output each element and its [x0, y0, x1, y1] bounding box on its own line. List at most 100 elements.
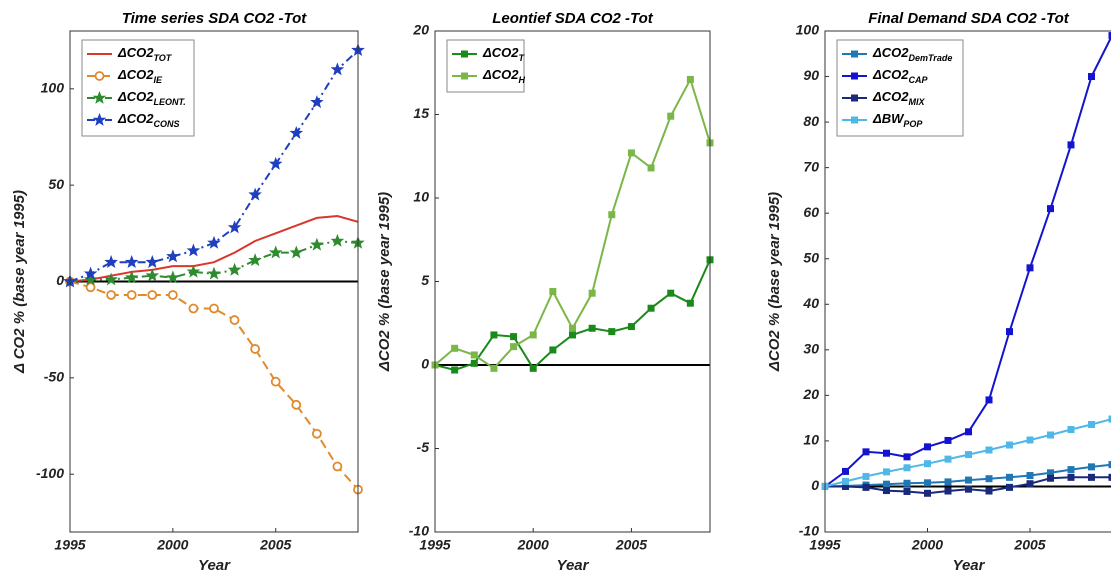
x-tick-label: 1995	[54, 537, 85, 553]
y-axis-label: ΔCO2 % (base year 1995)	[376, 192, 393, 372]
marker	[1047, 431, 1054, 439]
y-tick-label: 50	[48, 176, 64, 192]
marker	[268, 156, 283, 170]
legend-label: ΔCO2IE	[117, 67, 163, 85]
marker	[1006, 483, 1013, 491]
marker	[985, 487, 993, 495]
marker	[965, 476, 972, 484]
marker	[145, 268, 160, 282]
marker	[862, 483, 870, 491]
marker	[944, 478, 952, 486]
y-tick-label: 15	[413, 105, 429, 121]
marker	[1026, 264, 1034, 272]
x-tick-label: 1995	[809, 537, 840, 553]
y-tick-label: 70	[803, 158, 819, 174]
y-tick-label: -10	[799, 523, 819, 539]
marker	[667, 289, 675, 297]
marker	[330, 62, 345, 76]
marker	[1088, 421, 1095, 429]
marker	[965, 451, 972, 459]
legend-subscript: T	[518, 53, 525, 63]
x-axis-label: Year	[557, 557, 590, 574]
y-axis-label: ΔCO2 % (base year 1995)	[766, 192, 783, 372]
marker	[145, 255, 160, 269]
marker	[124, 255, 139, 269]
legend-name: ΔCO2	[872, 89, 909, 104]
marker	[924, 479, 931, 487]
marker	[470, 359, 478, 367]
marker	[985, 475, 993, 483]
marker	[862, 448, 870, 456]
marker	[106, 290, 117, 300]
y-tick-label: 5	[421, 272, 429, 288]
legend-name: ΔCO2	[872, 45, 909, 60]
legend-subscript: CAP	[908, 75, 928, 85]
axes-frame	[824, 30, 1111, 533]
x-axis-label: Year	[953, 557, 986, 574]
marker	[83, 272, 98, 286]
legend-subscript: DemTrade	[908, 53, 952, 63]
marker	[126, 290, 137, 300]
y-tick-label: 100	[41, 80, 65, 96]
marker	[965, 485, 972, 493]
marker	[842, 482, 849, 490]
legend-label: ΔBWPOP	[872, 111, 923, 129]
marker	[227, 220, 242, 234]
y-tick-label: 90	[803, 67, 819, 83]
y-tick-label: 20	[802, 386, 819, 402]
marker	[569, 324, 576, 332]
marker	[166, 270, 180, 284]
legend-name: ΔCO2	[117, 67, 154, 82]
series-line	[69, 214, 359, 283]
marker	[248, 253, 262, 267]
marker	[250, 344, 261, 354]
x-tick-label: 2000	[517, 537, 549, 553]
legend-subscript: H	[518, 75, 525, 85]
x-tick-label: 2005	[615, 537, 647, 553]
marker	[310, 95, 324, 109]
y-tick-label: -50	[44, 369, 64, 385]
marker	[647, 164, 655, 172]
marker	[1108, 415, 1111, 423]
marker	[92, 90, 107, 104]
marker	[490, 364, 498, 372]
marker	[924, 460, 931, 468]
legend-label: ΔCO2DemTrade	[872, 45, 952, 63]
marker	[1047, 469, 1054, 477]
marker	[569, 331, 576, 339]
legend-subscript: POP	[903, 119, 923, 129]
legend-box	[446, 39, 525, 93]
marker	[147, 290, 158, 300]
marker	[944, 487, 952, 495]
axes-frame	[434, 30, 711, 533]
marker	[903, 464, 911, 472]
marker	[1108, 473, 1111, 481]
y-tick-label: -10	[409, 523, 429, 539]
marker	[985, 396, 993, 404]
marker	[883, 468, 890, 476]
y-tick-label: 0	[421, 356, 429, 372]
y-tick-label: -100	[36, 465, 64, 481]
marker	[311, 428, 322, 439]
axes-frame	[69, 30, 359, 533]
y-tick-label: 0	[811, 477, 819, 493]
marker	[451, 344, 459, 352]
marker	[686, 75, 694, 83]
marker	[851, 116, 858, 124]
marker	[588, 289, 596, 297]
marker	[92, 112, 107, 126]
marker	[1067, 473, 1075, 481]
y-tick-label: 100	[796, 22, 820, 38]
series-line	[69, 280, 359, 491]
marker	[166, 249, 180, 263]
marker	[209, 303, 219, 314]
marker	[903, 453, 911, 461]
y-tick-label: 60	[803, 204, 819, 220]
marker	[186, 264, 201, 278]
x-tick-label: 1995	[419, 537, 450, 553]
marker	[686, 299, 694, 307]
marker	[490, 331, 498, 339]
marker	[1006, 328, 1013, 336]
marker	[94, 71, 105, 81]
